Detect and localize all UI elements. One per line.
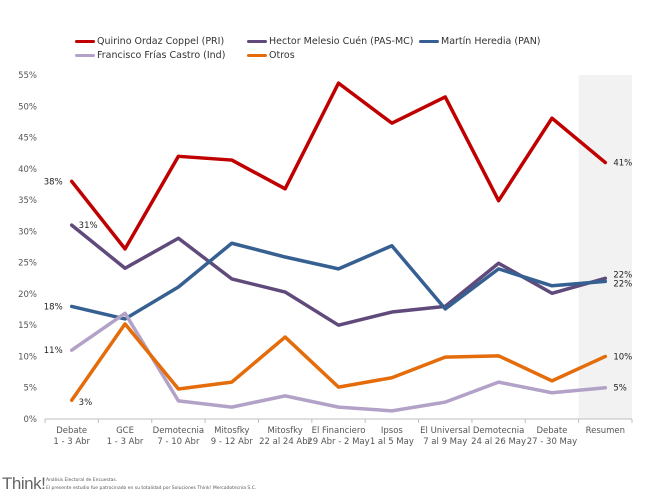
y-tick-label: 55% (18, 71, 37, 81)
legend-label: Otros (269, 50, 295, 61)
x-tick-label: 29 Abr - 2 May (307, 437, 369, 447)
data-label: 41% (613, 159, 632, 169)
x-tick-label: Resumen (586, 426, 625, 436)
data-label: 31% (79, 221, 98, 231)
data-label: 22% (613, 270, 632, 280)
data-label: 5% (613, 384, 627, 394)
series-line-0 (69, 81, 608, 251)
x-tick-label: 7 al 9 May (423, 437, 467, 447)
legend-label: Martín Heredia (PAN) (441, 36, 541, 47)
legend-item-ind: Francisco Frías Castro (Ind) (75, 50, 225, 61)
y-tick-label: 10% (18, 352, 37, 362)
x-tick-label: Mitosfky (214, 426, 249, 436)
line-chart: 0% 5% 10% 15% 20% 25% 30% 35% 40% 45% 50% 55% Debate… (18, 71, 633, 447)
y-tick-label: 35% (18, 196, 37, 206)
legend-swatch (419, 40, 439, 43)
highlight-band (578, 75, 632, 419)
x-tick-label: 22 al 24 Abr (259, 437, 312, 447)
y-tick-label: 0% (24, 415, 38, 425)
data-label: 11% (44, 346, 63, 356)
x-tick-label: Demotecnia (473, 426, 524, 436)
legend-swatch (75, 40, 95, 43)
think-logo: Think! (2, 474, 46, 493)
legend-item-pri: Quirino Ordaz Coppel (PRI) (75, 36, 224, 47)
x-tick-label: El Financiero (312, 426, 366, 436)
y-tick-label: 5% (24, 384, 38, 394)
footer-line-2: El presente estudio fue patrocinado en s… (46, 486, 257, 491)
data-label: 10% (613, 352, 632, 362)
legend-item-pan: Martín Heredia (PAN) (419, 36, 541, 47)
series-line-3 (69, 311, 608, 413)
x-tick-label: Mitosfky (267, 426, 302, 436)
data-label: 38% (44, 177, 63, 187)
series-line-1 (69, 223, 608, 327)
footer-line-1: Análisis Electoral de Encuestas. (46, 478, 118, 483)
legend-swatch (247, 40, 267, 43)
y-tick-label: 40% (18, 165, 37, 175)
legend-swatch (247, 54, 267, 57)
y-tick-label: 25% (18, 259, 37, 269)
data-label: 22% (613, 279, 632, 289)
legend-swatch (75, 54, 95, 57)
x-tick-label: El Universal (420, 426, 470, 436)
data-label: 18% (44, 302, 63, 312)
x-tick-label: 9 - 12 Abr (211, 437, 254, 447)
x-tick-label: GCE (116, 426, 134, 436)
y-tick-label: 30% (18, 227, 37, 237)
y-tick-label: 50% (18, 102, 37, 112)
x-tick-label: Debate (56, 426, 87, 436)
y-tick-label: 45% (18, 134, 37, 144)
legend-item-pas-mc: Hector Melesio Cuén (PAS-MC) (247, 36, 413, 47)
x-tick-label: 1 - 3 Abr (107, 437, 144, 447)
x-tick-label: Ipsos (381, 426, 404, 436)
x-tick-label: Debate (536, 426, 567, 436)
x-tick-label: 7 - 10 Abr (157, 437, 200, 447)
y-tick-label: 20% (18, 290, 37, 300)
legend-item-otros: Otros (247, 50, 295, 61)
legend-label: Quirino Ordaz Coppel (PRI) (97, 36, 225, 47)
data-label: 3% (79, 398, 93, 408)
x-tick-label: 1 al 5 May (370, 437, 414, 447)
x-tick-label: 27 - 30 May (527, 437, 577, 447)
legend-label: Francisco Frías Castro (Ind) (97, 50, 226, 61)
x-tick-label: 1 - 3 Abr (53, 437, 90, 447)
x-tick-label: 24 al 26 May (471, 437, 526, 447)
x-tick-label: Demotecnia (153, 426, 204, 436)
y-tick-label: 15% (18, 321, 37, 331)
legend-label: Hector Melesio Cuén (PAS-MC) (269, 36, 414, 47)
